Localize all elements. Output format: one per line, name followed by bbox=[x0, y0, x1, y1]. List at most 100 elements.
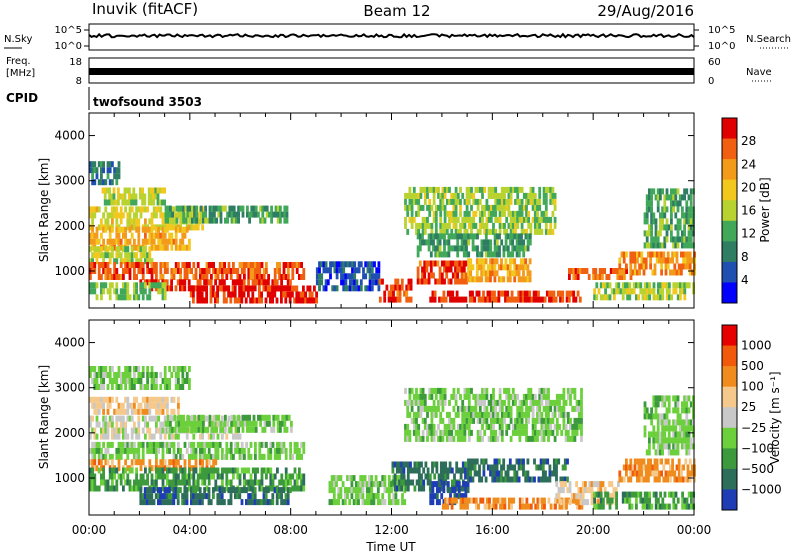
heatmap-cell bbox=[220, 493, 224, 500]
heatmap-cell bbox=[484, 251, 488, 258]
heatmap-cell bbox=[155, 415, 158, 422]
heatmap-cell bbox=[179, 447, 182, 454]
heatmap-cell bbox=[467, 417, 471, 424]
heatmap-cell bbox=[522, 258, 525, 265]
heatmap-cell bbox=[122, 246, 125, 253]
heatmap-cell bbox=[135, 485, 138, 492]
heatmap-cell bbox=[275, 279, 279, 286]
heatmap-cell bbox=[500, 405, 504, 412]
heatmap-cell bbox=[218, 262, 222, 268]
heatmap-cell bbox=[661, 212, 664, 219]
heatmap-cell bbox=[465, 251, 468, 258]
heatmap-cell bbox=[445, 210, 449, 217]
heatmap-cell bbox=[680, 263, 683, 270]
heatmap-cell bbox=[457, 487, 461, 494]
heatmap-cell bbox=[289, 453, 292, 460]
heatmap-cell bbox=[341, 481, 345, 488]
heatmap-cell bbox=[408, 186, 412, 193]
heatmap-cell bbox=[130, 467, 134, 474]
heatmap-cell bbox=[113, 288, 116, 295]
heatmap-cell bbox=[183, 473, 187, 480]
heatmap-cell bbox=[439, 461, 443, 468]
heatmap-cell bbox=[527, 387, 531, 394]
heatmap-cell bbox=[413, 485, 417, 492]
heatmap-cell bbox=[570, 290, 573, 297]
heatmap-cell bbox=[481, 497, 485, 504]
heatmap-cell bbox=[483, 210, 487, 217]
heatmap-cell bbox=[210, 467, 213, 474]
heatmap-cell bbox=[450, 216, 454, 223]
heatmap-cell bbox=[551, 399, 555, 406]
heatmap-cell bbox=[506, 233, 510, 240]
heatmap-cell bbox=[456, 429, 460, 436]
heatmap-cell bbox=[275, 493, 279, 500]
heatmap-cell bbox=[177, 441, 180, 448]
heatmap-cell bbox=[172, 268, 176, 274]
heatmap-cell bbox=[406, 467, 410, 474]
heatmap-cell bbox=[295, 453, 299, 460]
heatmap-cell bbox=[91, 173, 94, 180]
heatmap-cell bbox=[108, 252, 112, 259]
heatmap-cell bbox=[115, 206, 119, 213]
heatmap-cell bbox=[590, 481, 594, 488]
heatmap-cell bbox=[544, 411, 548, 418]
heatmap-cell bbox=[492, 497, 496, 504]
heatmap-cell bbox=[271, 493, 275, 500]
heatmap-cell bbox=[443, 222, 447, 229]
heatmap-cell bbox=[97, 459, 101, 466]
heatmap-cell bbox=[475, 290, 479, 297]
heatmap-cell bbox=[348, 261, 352, 268]
heatmap-cell bbox=[500, 423, 504, 430]
heatmap-cell bbox=[89, 372, 92, 378]
heatmap-cell bbox=[201, 274, 204, 280]
heatmap-cell bbox=[529, 198, 533, 205]
heatmap-cell bbox=[419, 393, 423, 400]
heatmap-cell bbox=[181, 493, 184, 500]
heatmap-cell bbox=[260, 262, 264, 268]
heatmap-cell bbox=[262, 285, 266, 292]
heatmap-cell bbox=[133, 212, 136, 219]
heatmap-cell bbox=[676, 242, 680, 249]
heatmap-cell bbox=[450, 198, 454, 205]
heatmap-cell bbox=[676, 407, 680, 414]
heatmap-cell bbox=[660, 470, 663, 477]
heatmap-cell bbox=[169, 420, 172, 427]
heatmap-cell bbox=[525, 204, 528, 211]
heatmap-cell bbox=[520, 417, 524, 424]
heatmap-cell bbox=[359, 261, 363, 268]
heatmap-cell bbox=[437, 473, 441, 480]
heatmap-cell bbox=[478, 464, 481, 471]
heatmap-cell bbox=[476, 399, 480, 406]
heatmap-cell bbox=[113, 262, 116, 268]
heatmap-cell bbox=[267, 279, 270, 286]
heatmap-cell bbox=[161, 262, 165, 268]
heatmap-cell bbox=[115, 447, 119, 454]
heatmap-cell bbox=[180, 420, 183, 427]
heatmap-cell bbox=[461, 192, 465, 199]
heatmap-cell bbox=[370, 487, 374, 494]
heatmap-cell bbox=[265, 473, 268, 480]
heatmap-cell bbox=[448, 198, 451, 205]
heatmap-cell bbox=[186, 426, 190, 433]
heatmap-cell bbox=[584, 481, 587, 488]
heatmap-cell bbox=[485, 423, 489, 430]
heatmap-cell bbox=[130, 224, 134, 231]
heatmap-cell bbox=[492, 423, 495, 430]
heatmap-cell bbox=[440, 296, 444, 303]
heatmap-cell bbox=[293, 262, 297, 268]
nave-label: Nave bbox=[746, 67, 772, 78]
heatmap-cell bbox=[231, 291, 235, 298]
heatmap-cell bbox=[156, 187, 160, 194]
heatmap-cell bbox=[474, 210, 478, 217]
heatmap-cell bbox=[141, 408, 145, 415]
heatmap-cell bbox=[460, 278, 464, 285]
heatmap-cell bbox=[251, 487, 255, 494]
heatmap-cell bbox=[493, 464, 497, 471]
heatmap-cell bbox=[597, 288, 601, 295]
heatmap-cell bbox=[217, 414, 221, 421]
heatmap-cell bbox=[135, 258, 138, 265]
heatmap-cell bbox=[133, 459, 136, 466]
heatmap-cell bbox=[93, 161, 97, 168]
heatmap-cell bbox=[478, 393, 482, 400]
heatmap-cell bbox=[249, 453, 253, 460]
